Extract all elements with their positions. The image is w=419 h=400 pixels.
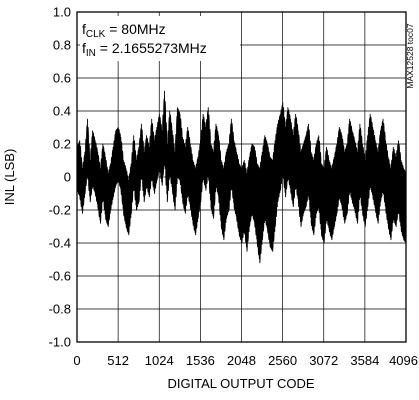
y-tick-label-0: 1.0 bbox=[53, 5, 71, 20]
fclk-value: = 80MHz bbox=[105, 21, 165, 37]
x-tick-labels: 0 512 1024 1536 2048 2560 3072 3584 4096 bbox=[73, 353, 418, 368]
x-tick-label-1: 512 bbox=[107, 353, 129, 368]
x-tick-label-7: 3584 bbox=[350, 353, 379, 368]
fclk-subscript: CLK bbox=[86, 29, 106, 40]
annotation-fclk: fCLK = 80MHz bbox=[82, 21, 166, 40]
x-tick-label-6: 3072 bbox=[309, 353, 338, 368]
side-id: MAX12528 toc07 bbox=[405, 23, 415, 88]
y-tick-label-2: 0.6 bbox=[53, 71, 71, 86]
fin-subscript: IN bbox=[86, 48, 96, 59]
y-tick-label-9: -0.8 bbox=[49, 302, 71, 317]
x-tick-label-2: 1024 bbox=[145, 353, 174, 368]
series-layer bbox=[76, 90, 407, 264]
x-tick-label-0: 0 bbox=[73, 353, 80, 368]
y-tick-labels: 1.0 0.8 0.6 0.4 0.2 0 -0.2 -0.4 -0.6 -0.8 -1.0 bbox=[49, 5, 71, 350]
y-tick-label-6: -0.2 bbox=[49, 203, 71, 218]
x-tick-label-3: 1536 bbox=[186, 353, 215, 368]
series-line-0 bbox=[76, 90, 407, 264]
y-tick-label-1: 0.8 bbox=[53, 38, 71, 53]
y-tick-label-4: 0.2 bbox=[53, 137, 71, 152]
y-tick-label-10: -1.0 bbox=[49, 335, 71, 350]
x-axis-label: DIGITAL OUTPUT CODE bbox=[167, 376, 314, 391]
y-tick-label-5: 0 bbox=[64, 170, 71, 185]
y-axis-label: INL (LSB) bbox=[2, 149, 17, 206]
x-tick-label-5: 2560 bbox=[268, 353, 297, 368]
annotation-fin: fIN = 2.1655273MHz bbox=[82, 40, 207, 59]
legend-annotation: fCLK = 80MHz fIN = 2.1655273MHz bbox=[80, 16, 240, 61]
fin-symbol: f bbox=[82, 40, 86, 56]
fin-value: = 2.1655273MHz bbox=[96, 40, 207, 56]
x-tick-label-4: 2048 bbox=[227, 353, 256, 368]
y-tick-label-8: -0.6 bbox=[49, 269, 71, 284]
fclk-symbol: f bbox=[82, 21, 86, 37]
y-tick-label-3: 0.4 bbox=[53, 104, 71, 119]
x-tick-label-8: 4096 bbox=[389, 353, 418, 368]
y-tick-label-7: -0.4 bbox=[49, 236, 71, 251]
annotation-backdrop bbox=[80, 16, 240, 61]
